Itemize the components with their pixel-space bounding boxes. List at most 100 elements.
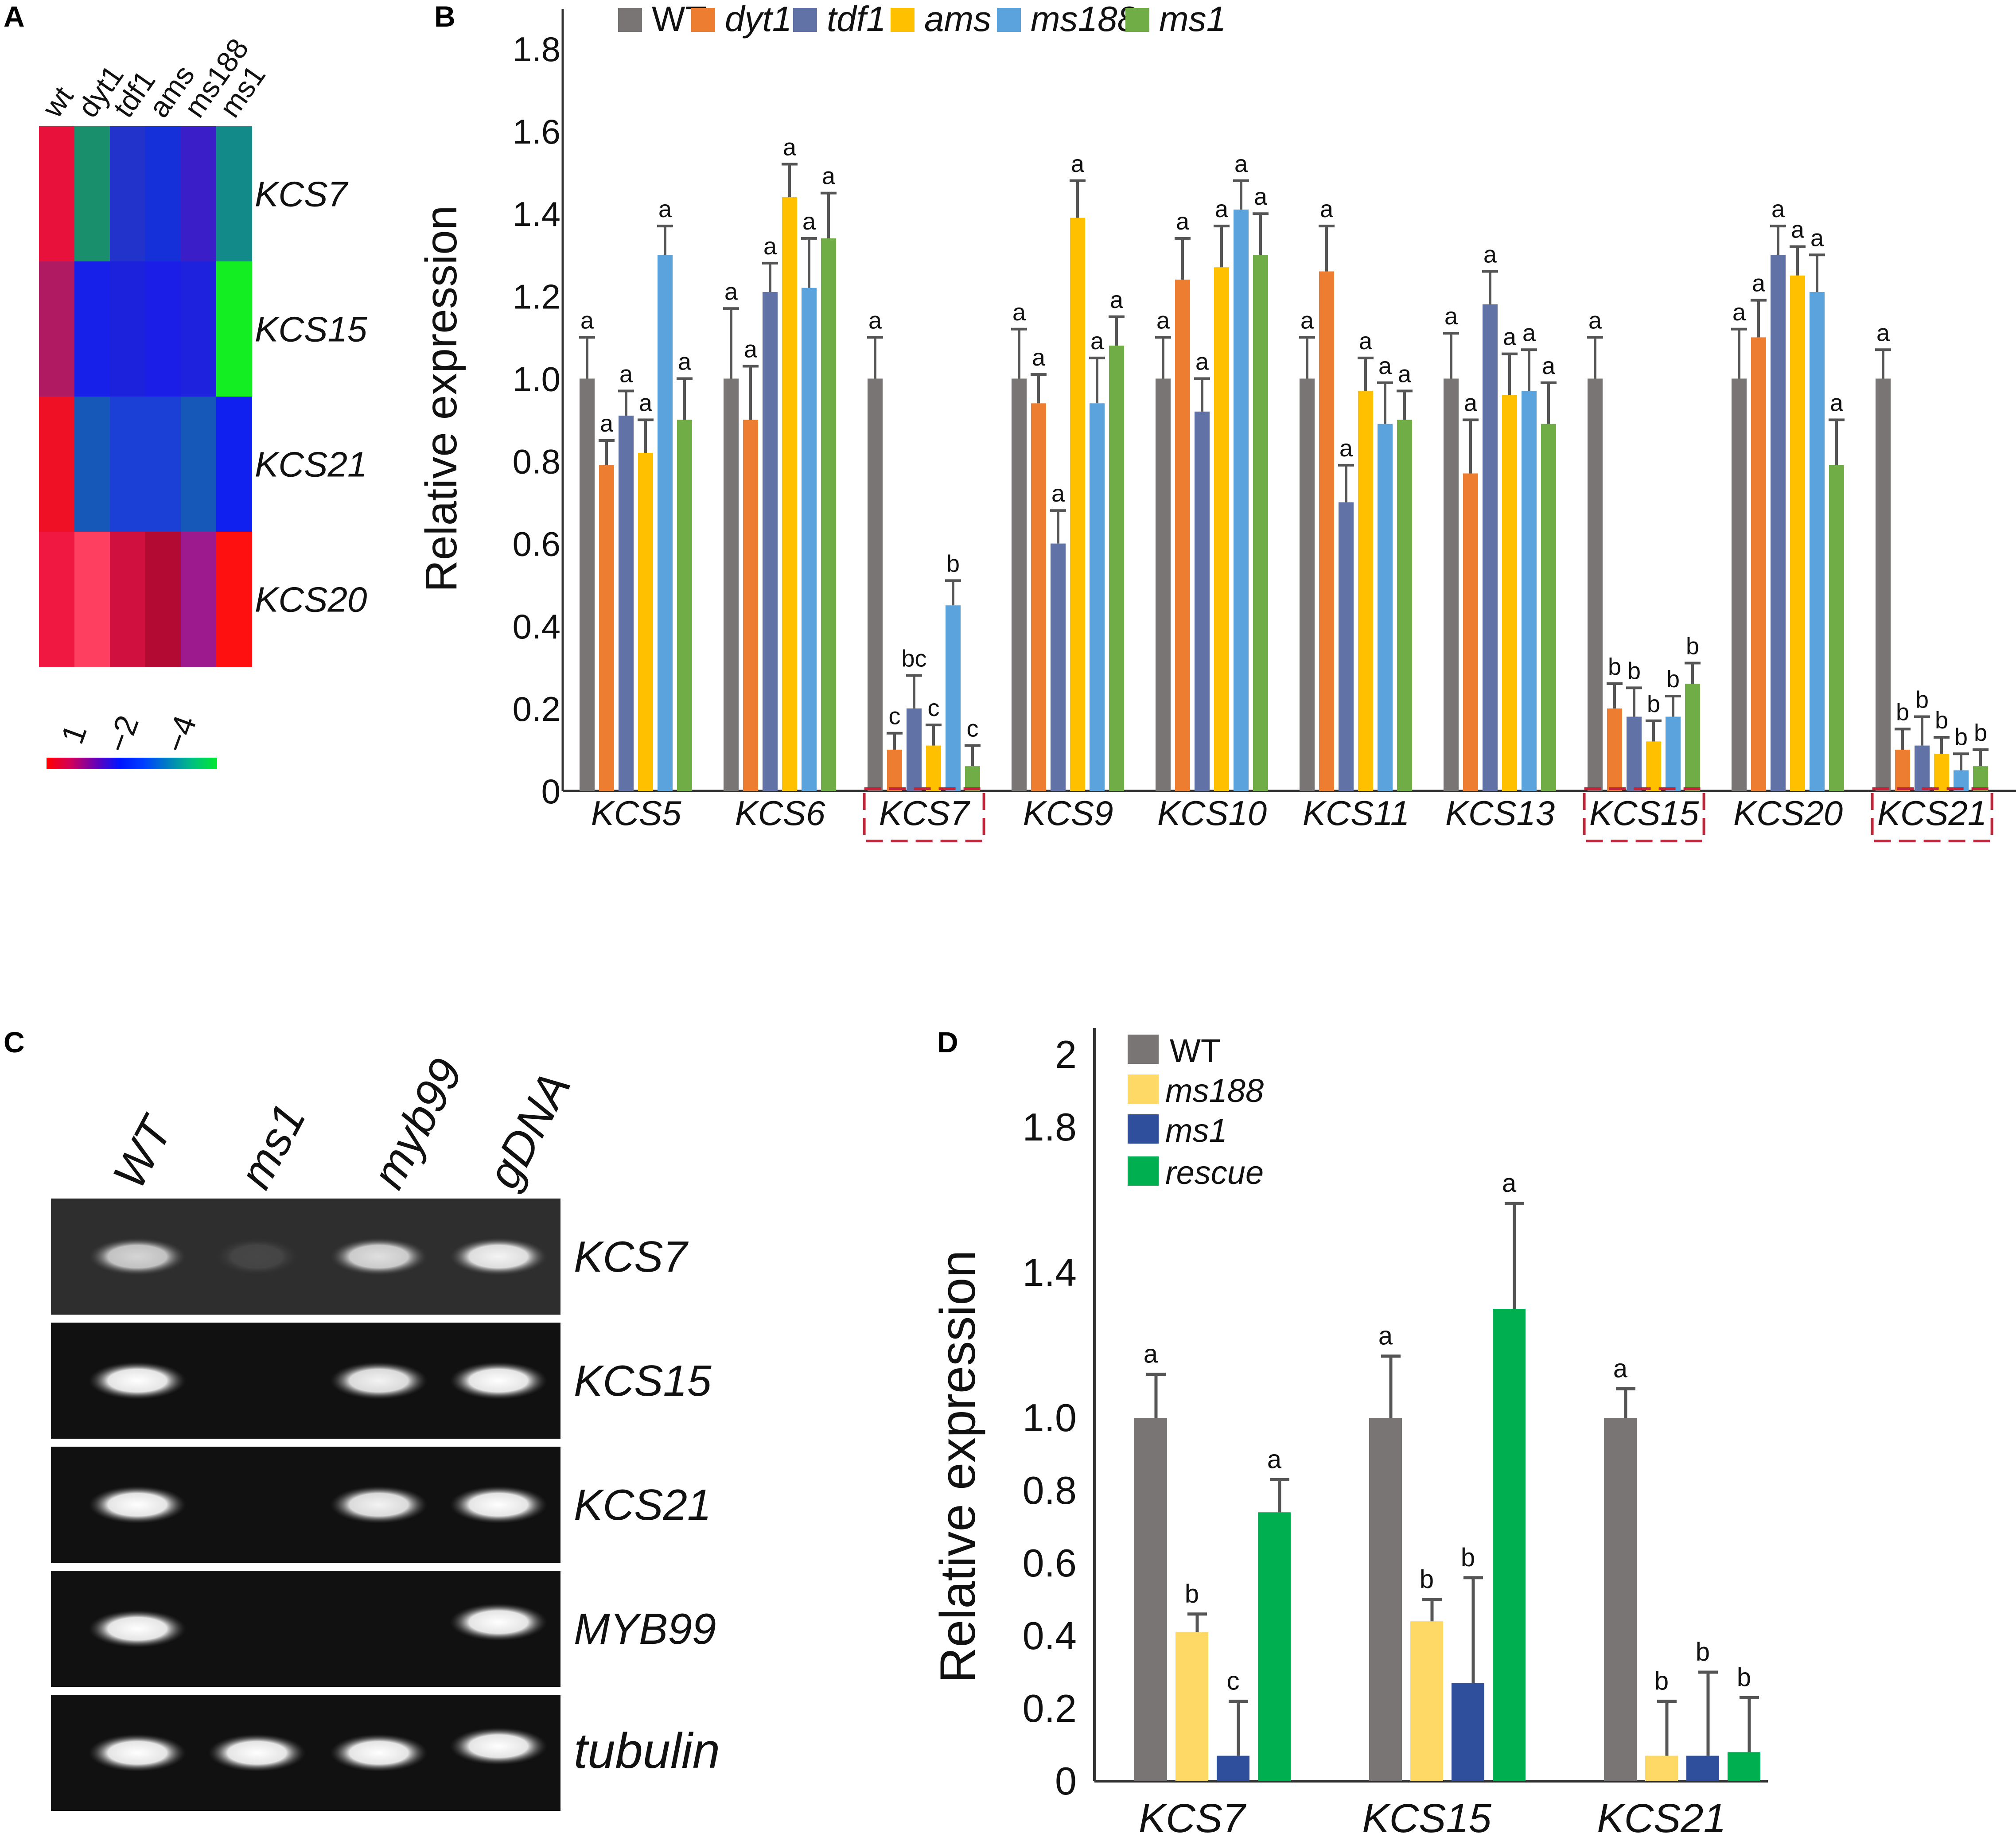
significance-letter: a	[1771, 196, 1785, 222]
category-label: KCS5	[591, 794, 681, 833]
category-label: KCS6	[735, 794, 825, 833]
y-tick-label: 1.4	[513, 195, 560, 234]
y-tick-label: 0.8	[513, 442, 560, 481]
bar	[1378, 424, 1393, 791]
significance-letter: a	[1090, 328, 1104, 354]
significance-letter: a	[802, 208, 816, 235]
heatmap-cell	[110, 126, 146, 262]
gel-band	[450, 1603, 547, 1641]
bar	[1771, 255, 1786, 791]
significance-letter: a	[1359, 328, 1373, 354]
significance-letter: a	[868, 307, 882, 334]
significance-letter: a	[678, 348, 692, 375]
gel-band	[208, 1734, 306, 1772]
significance-letter: b	[1185, 1580, 1199, 1608]
heatmap-cell	[39, 126, 75, 262]
significance-letter: a	[1542, 353, 1556, 379]
significance-letter: a	[763, 233, 777, 260]
heatmap-row-label: KCS15	[255, 310, 367, 349]
gel-band	[89, 1610, 186, 1648]
legend-label: dyt1	[725, 0, 792, 39]
bar	[1253, 255, 1268, 791]
bar	[1483, 304, 1498, 791]
significance-letter: a	[1483, 241, 1497, 268]
category-label: KCS7	[879, 794, 970, 833]
significance-letter: b	[1974, 720, 1987, 746]
gel-band	[89, 1486, 186, 1524]
y-tick-label: 1.8	[1023, 1105, 1077, 1149]
significance-letter: a	[600, 410, 614, 437]
legend-swatch	[1128, 1035, 1159, 1064]
heatmap-cell	[110, 397, 146, 532]
significance-letter: a	[724, 278, 738, 305]
significance-letter: a	[1398, 361, 1412, 387]
legend-swatch	[1125, 8, 1149, 32]
heatmap-cell	[74, 261, 110, 397]
panel-letter-d: D	[937, 1026, 958, 1059]
bar	[887, 749, 902, 791]
bar	[1934, 754, 1949, 791]
y-tick-label: 1.8	[513, 30, 560, 69]
bar	[946, 605, 961, 791]
bar	[1234, 209, 1249, 791]
gel-band	[450, 1727, 547, 1765]
category-label: KCS11	[1303, 794, 1409, 833]
heatmap-row-label: KCS21	[255, 445, 367, 484]
y-tick-label: 0	[1055, 1759, 1077, 1803]
significance-letter: b	[1654, 1667, 1669, 1696]
gel-band	[215, 1238, 299, 1276]
gel-row-label: KCS7	[574, 1232, 689, 1281]
significance-letter: a	[1071, 151, 1085, 177]
bar	[1175, 280, 1190, 791]
significance-letter: a	[1752, 270, 1766, 297]
y-tick-label: 1.0	[1023, 1396, 1077, 1440]
bar	[1070, 218, 1085, 791]
heatmap-cell	[216, 397, 252, 532]
legend-swatch	[1128, 1074, 1159, 1104]
heatmap-cell	[39, 532, 75, 667]
heatmap-row-label: KCS20	[255, 580, 367, 619]
bar	[763, 292, 778, 791]
bar	[821, 238, 836, 791]
significance-letter: a	[1012, 299, 1026, 326]
bar	[1258, 1512, 1291, 1781]
gel-band	[330, 1734, 428, 1772]
significance-letter: a	[1464, 390, 1478, 416]
bar	[1175, 1632, 1208, 1781]
bar	[1319, 271, 1334, 791]
bar	[926, 745, 941, 791]
legend-swatch	[1128, 1156, 1159, 1186]
significance-letter: b	[1461, 1543, 1475, 1572]
y-tick-label: 0.6	[1023, 1541, 1077, 1585]
heatmap-cell	[74, 397, 110, 532]
y-tick-label: 0.2	[513, 689, 560, 728]
bar	[1369, 1418, 1402, 1781]
significance-letter: a	[1176, 208, 1190, 235]
significance-letter: a	[619, 361, 633, 387]
significance-letter: b	[1696, 1638, 1710, 1666]
category-label: KCS9	[1023, 794, 1113, 833]
significance-letter: a	[1522, 319, 1536, 346]
bar	[907, 708, 922, 791]
significance-letter: a	[1588, 307, 1602, 334]
bar	[638, 452, 653, 791]
bar	[1728, 1752, 1760, 1781]
bar	[1895, 749, 1910, 791]
heatmap-cell	[181, 261, 217, 397]
bar	[743, 420, 758, 791]
bar	[1607, 708, 1622, 791]
gel-row-label: KCS15	[574, 1356, 712, 1405]
legend-label: ms188	[1031, 0, 1137, 39]
y-tick-label: 0.2	[1023, 1686, 1077, 1730]
panel-b-bar-chart: 0 0.2 0.4 0.6 0.8 1.0 1.2 1.4 1.6 1.8 Relative exp…	[416, 0, 2016, 842]
bar	[658, 255, 673, 791]
bar	[599, 465, 614, 791]
significance-letter: a	[639, 390, 653, 416]
significance-letter: a	[1830, 390, 1844, 416]
significance-letter: c	[889, 703, 901, 730]
heatmap-cell	[181, 397, 217, 532]
bar	[1915, 745, 1930, 791]
category-label: KCS7	[1139, 1796, 1246, 1841]
bar	[1090, 403, 1105, 791]
